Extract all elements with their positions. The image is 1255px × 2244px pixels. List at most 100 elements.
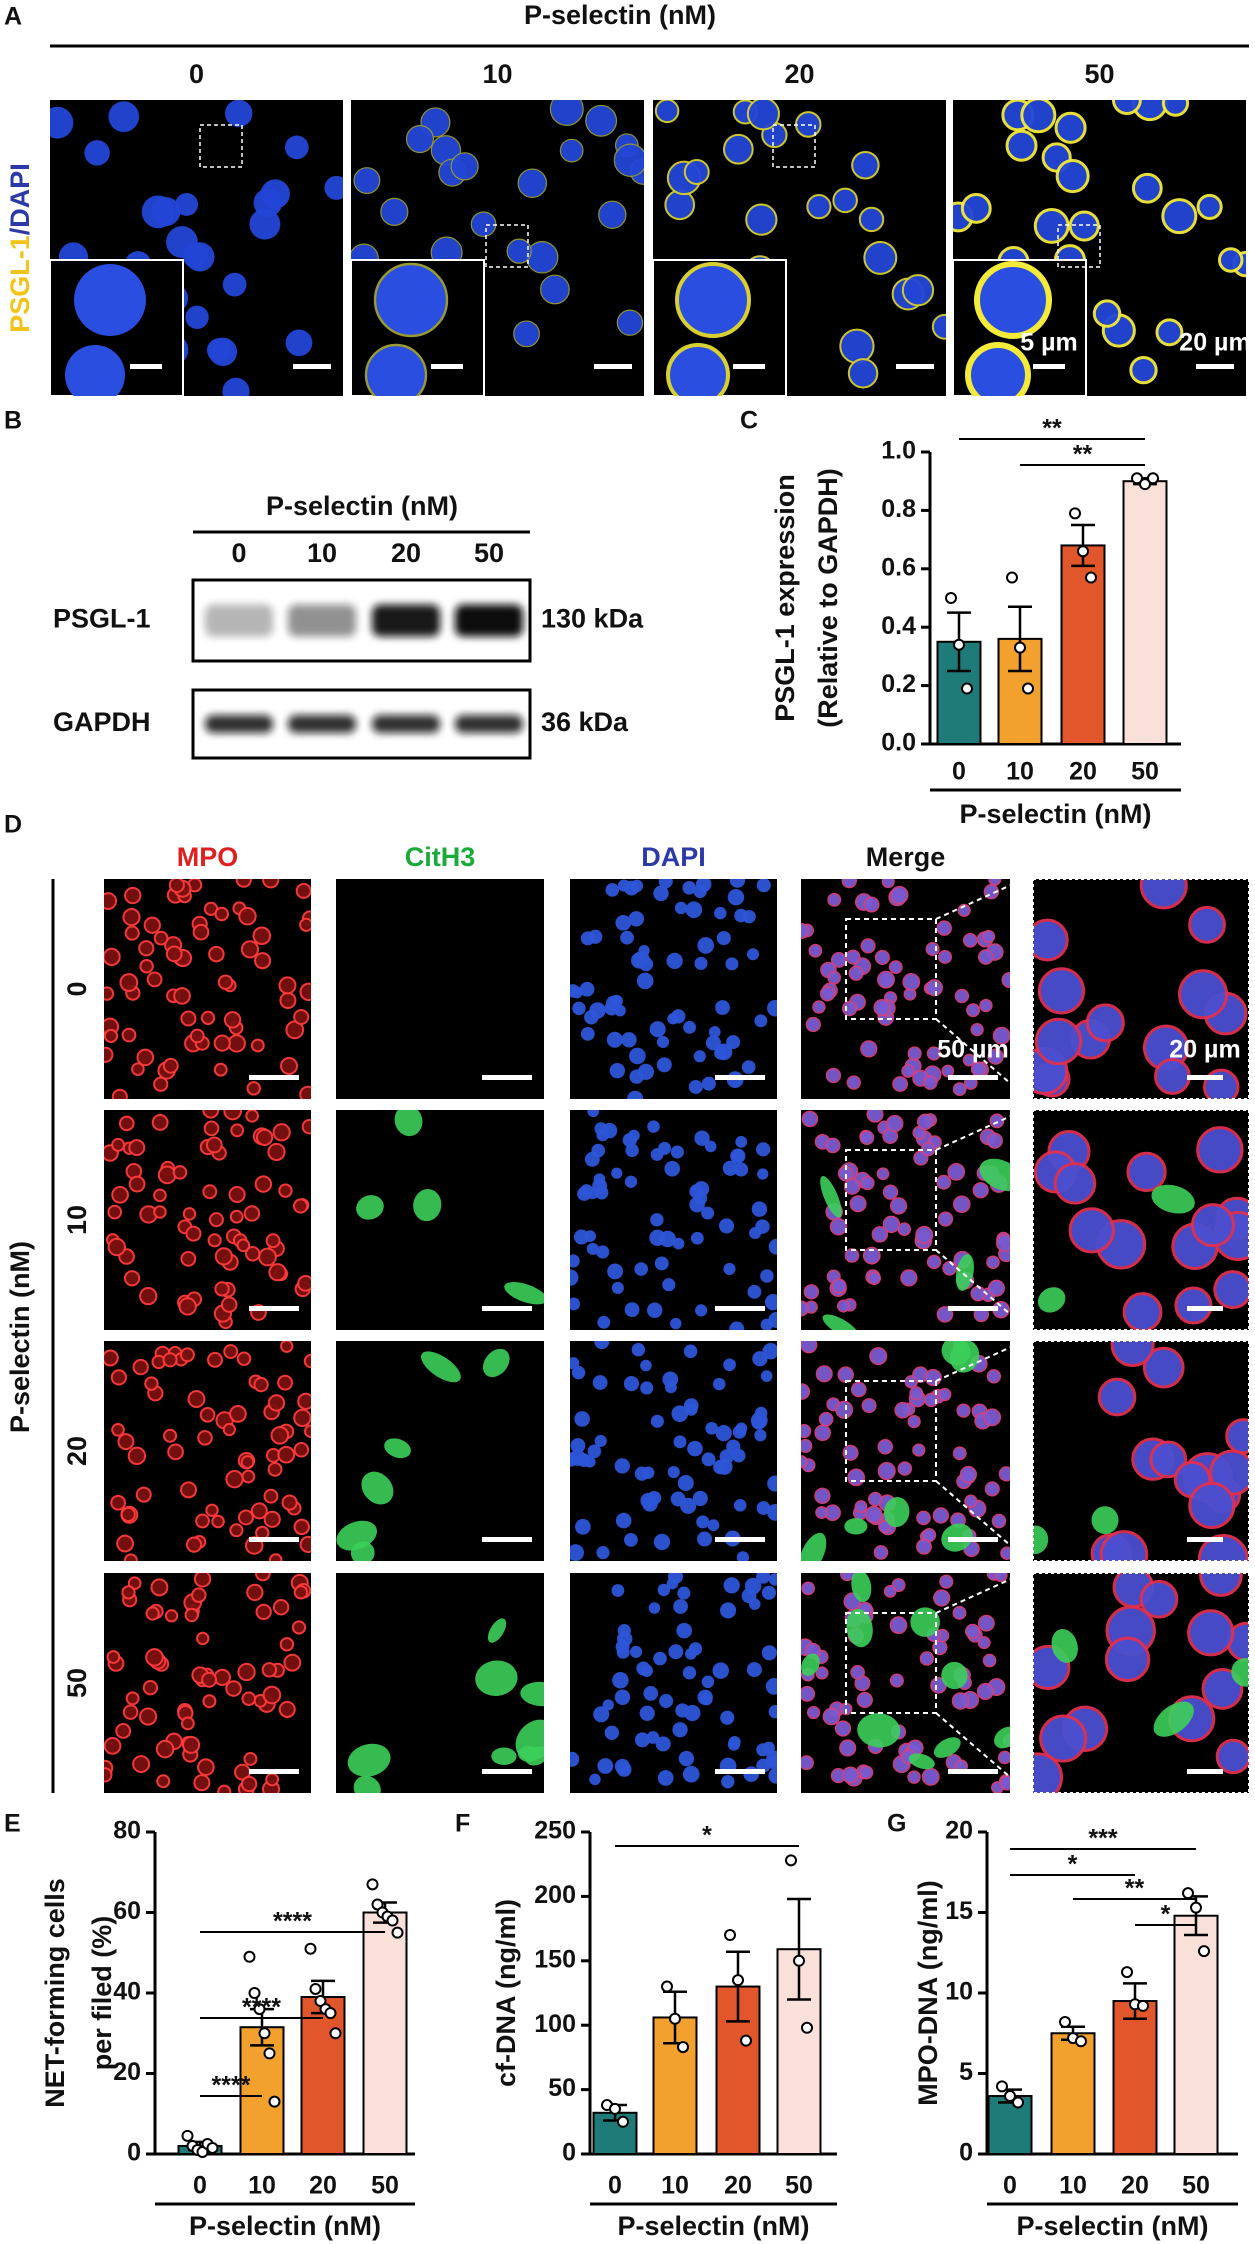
micrograph bbox=[653, 100, 946, 396]
cell bbox=[263, 1510, 281, 1528]
x-tick-label: 0 bbox=[1003, 2172, 1017, 2200]
cell bbox=[228, 1185, 246, 1204]
cell bbox=[824, 1137, 841, 1154]
row-label: 20 bbox=[62, 1436, 92, 1466]
error-bar bbox=[1008, 605, 1032, 673]
cell bbox=[220, 1296, 238, 1313]
scale-bar bbox=[482, 1769, 532, 1774]
cell bbox=[291, 1620, 307, 1635]
cell bbox=[936, 1174, 952, 1190]
cell bbox=[889, 1616, 908, 1635]
cell bbox=[860, 938, 876, 954]
net bbox=[908, 1753, 935, 1770]
cell bbox=[701, 1076, 716, 1091]
cell bbox=[283, 1653, 302, 1672]
cell bbox=[272, 1599, 290, 1616]
y-axis-label: cf-DNA (ng/ml) bbox=[491, 1899, 521, 2087]
cell bbox=[658, 1141, 672, 1155]
cell bbox=[570, 1544, 585, 1561]
net bbox=[1151, 1184, 1195, 1214]
cell bbox=[104, 892, 118, 910]
sig-label: **** bbox=[242, 1994, 281, 2022]
cell bbox=[854, 1500, 868, 1513]
cell bbox=[901, 1064, 915, 1078]
cell bbox=[746, 1662, 762, 1678]
x-axis-label: P-selectin (nM) bbox=[1016, 2211, 1208, 2241]
cell bbox=[666, 343, 730, 396]
cell bbox=[1139, 1579, 1179, 1619]
zoom-frame bbox=[1032, 878, 1250, 1100]
cell bbox=[629, 1047, 646, 1065]
cell bbox=[760, 1269, 774, 1283]
cell bbox=[1174, 1286, 1213, 1325]
micrograph bbox=[570, 1573, 777, 1793]
cell bbox=[746, 100, 780, 131]
scale-bar bbox=[1187, 1306, 1223, 1311]
cell bbox=[892, 1076, 909, 1092]
cell bbox=[725, 957, 739, 971]
cell bbox=[214, 1247, 233, 1266]
cell bbox=[986, 1255, 1000, 1270]
cell bbox=[617, 1624, 631, 1638]
y-tick-label: 0.6 bbox=[881, 553, 916, 581]
data-point bbox=[609, 2102, 621, 2115]
data-point bbox=[1198, 1945, 1210, 1958]
net bbox=[955, 1254, 974, 1291]
cell bbox=[1099, 1530, 1149, 1561]
cell bbox=[1190, 1203, 1236, 1248]
size-label: 130 kDa bbox=[541, 604, 644, 634]
cell bbox=[111, 1088, 128, 1099]
micrograph bbox=[953, 100, 1246, 396]
bar bbox=[1060, 544, 1106, 745]
cell bbox=[217, 1784, 232, 1793]
net bbox=[520, 1681, 544, 1707]
cell bbox=[624, 1302, 640, 1318]
cell bbox=[324, 175, 343, 200]
cell bbox=[373, 262, 449, 338]
cell bbox=[745, 203, 778, 236]
cell bbox=[683, 1020, 696, 1034]
cell bbox=[1188, 1481, 1236, 1530]
roi-box bbox=[1057, 224, 1101, 268]
cell bbox=[831, 1278, 847, 1294]
cell bbox=[716, 931, 731, 946]
cell bbox=[167, 1443, 184, 1461]
cell bbox=[182, 1735, 201, 1754]
data-point bbox=[1069, 507, 1081, 520]
cell bbox=[924, 1369, 942, 1387]
cell bbox=[979, 998, 993, 1013]
data-point bbox=[324, 2007, 337, 2020]
error-bar bbox=[726, 1950, 750, 2023]
cell bbox=[246, 1081, 261, 1096]
cell bbox=[670, 1145, 684, 1159]
cell bbox=[255, 1128, 274, 1147]
cell bbox=[655, 1736, 671, 1752]
cell bbox=[136, 1048, 155, 1067]
cell bbox=[677, 1474, 694, 1492]
cell bbox=[682, 881, 697, 895]
cell bbox=[882, 1215, 901, 1234]
cell bbox=[110, 1494, 126, 1511]
micrograph bbox=[570, 879, 777, 1099]
cell bbox=[732, 1449, 746, 1463]
micrograph bbox=[104, 1573, 311, 1793]
cell bbox=[180, 1481, 198, 1499]
cell bbox=[827, 970, 842, 985]
sig-label: **** bbox=[212, 2072, 251, 2100]
cell bbox=[766, 1750, 777, 1767]
cell bbox=[727, 889, 745, 906]
cell bbox=[1131, 172, 1163, 204]
cell bbox=[116, 1534, 134, 1553]
x-tick-label: 50 bbox=[785, 2172, 813, 2200]
data-point bbox=[953, 638, 965, 651]
row-label: GAPDH bbox=[53, 707, 151, 737]
cell bbox=[991, 1513, 1007, 1529]
cell bbox=[701, 1675, 715, 1689]
cell bbox=[638, 957, 654, 972]
cell bbox=[939, 1574, 954, 1589]
cell bbox=[650, 1414, 664, 1428]
cell bbox=[292, 1198, 309, 1214]
x-tick-label: 20 bbox=[724, 2172, 752, 2200]
cell bbox=[764, 1293, 777, 1311]
cell bbox=[841, 879, 857, 889]
